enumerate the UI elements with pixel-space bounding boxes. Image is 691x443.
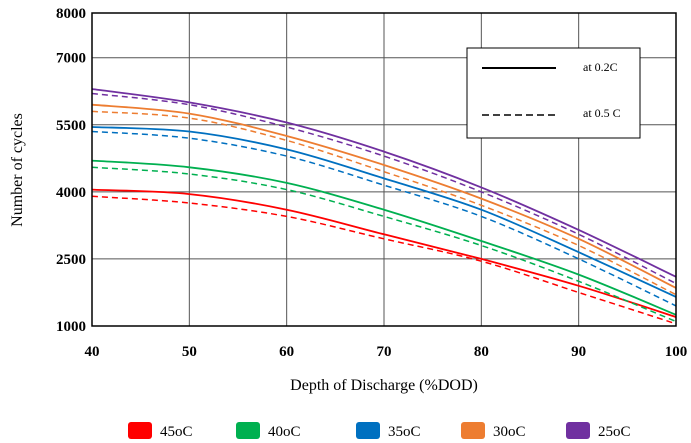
legend-label-40: 40oC: [268, 424, 301, 440]
x-tick-label: 60: [279, 344, 294, 360]
legend-solid-label: at 0.2C: [583, 60, 618, 74]
legend-dashed-label: at 0.5 C: [583, 106, 621, 120]
legend-swatch-25: [566, 422, 590, 439]
series-line-1: [91, 195, 677, 325]
plot-area-border: [91, 12, 677, 327]
legend-swatch-30: [461, 422, 485, 439]
legend-swatch-40: [236, 422, 260, 439]
series-line-2: [91, 159, 677, 316]
legend-label-35: 35oC: [388, 424, 421, 440]
x-tick-label: 50: [182, 344, 197, 360]
y-tick-label: 1000: [56, 319, 86, 335]
legend-label-30: 30oC: [493, 424, 526, 440]
y-axis-ticks: 1000 2500 4000 5500 7000 8000: [56, 6, 86, 335]
line-legend-box: [466, 47, 641, 139]
y-tick-label: 4000: [56, 185, 86, 201]
x-tick-label: 70: [377, 344, 392, 360]
x-tick-label: 100: [665, 344, 688, 360]
legend-label-25: 25oC: [598, 424, 631, 440]
legend-label-45: 45oC: [160, 424, 193, 440]
series-line-4: [91, 126, 677, 298]
temperature-legend: 45oC 40oC 35oC 30oC 25oC: [128, 422, 631, 440]
y-axis-label: Number of cycles: [9, 113, 26, 227]
legend-swatch-35: [356, 422, 380, 439]
y-tick-label: 2500: [56, 252, 86, 268]
series-line-6: [91, 103, 677, 289]
y-tick-label: 8000: [56, 6, 86, 22]
x-tick-label: 80: [474, 344, 489, 360]
line-style-legend: at 0.2C at 0.5 C: [466, 47, 641, 139]
x-axis-label: Depth of Discharge (%DOD): [290, 377, 478, 394]
series-lines: [91, 88, 677, 325]
series-line-8: [91, 88, 677, 278]
legend-swatch-45: [128, 422, 152, 439]
series-line-3: [91, 166, 677, 323]
series-line-0: [91, 188, 677, 318]
x-tick-label: 90: [571, 344, 586, 360]
x-tick-label: 40: [85, 344, 100, 360]
x-axis-ticks: 40 50 60 70 80 90 100: [85, 344, 688, 360]
y-tick-label: 7000: [56, 51, 86, 67]
y-tick-label: 5500: [56, 118, 86, 134]
